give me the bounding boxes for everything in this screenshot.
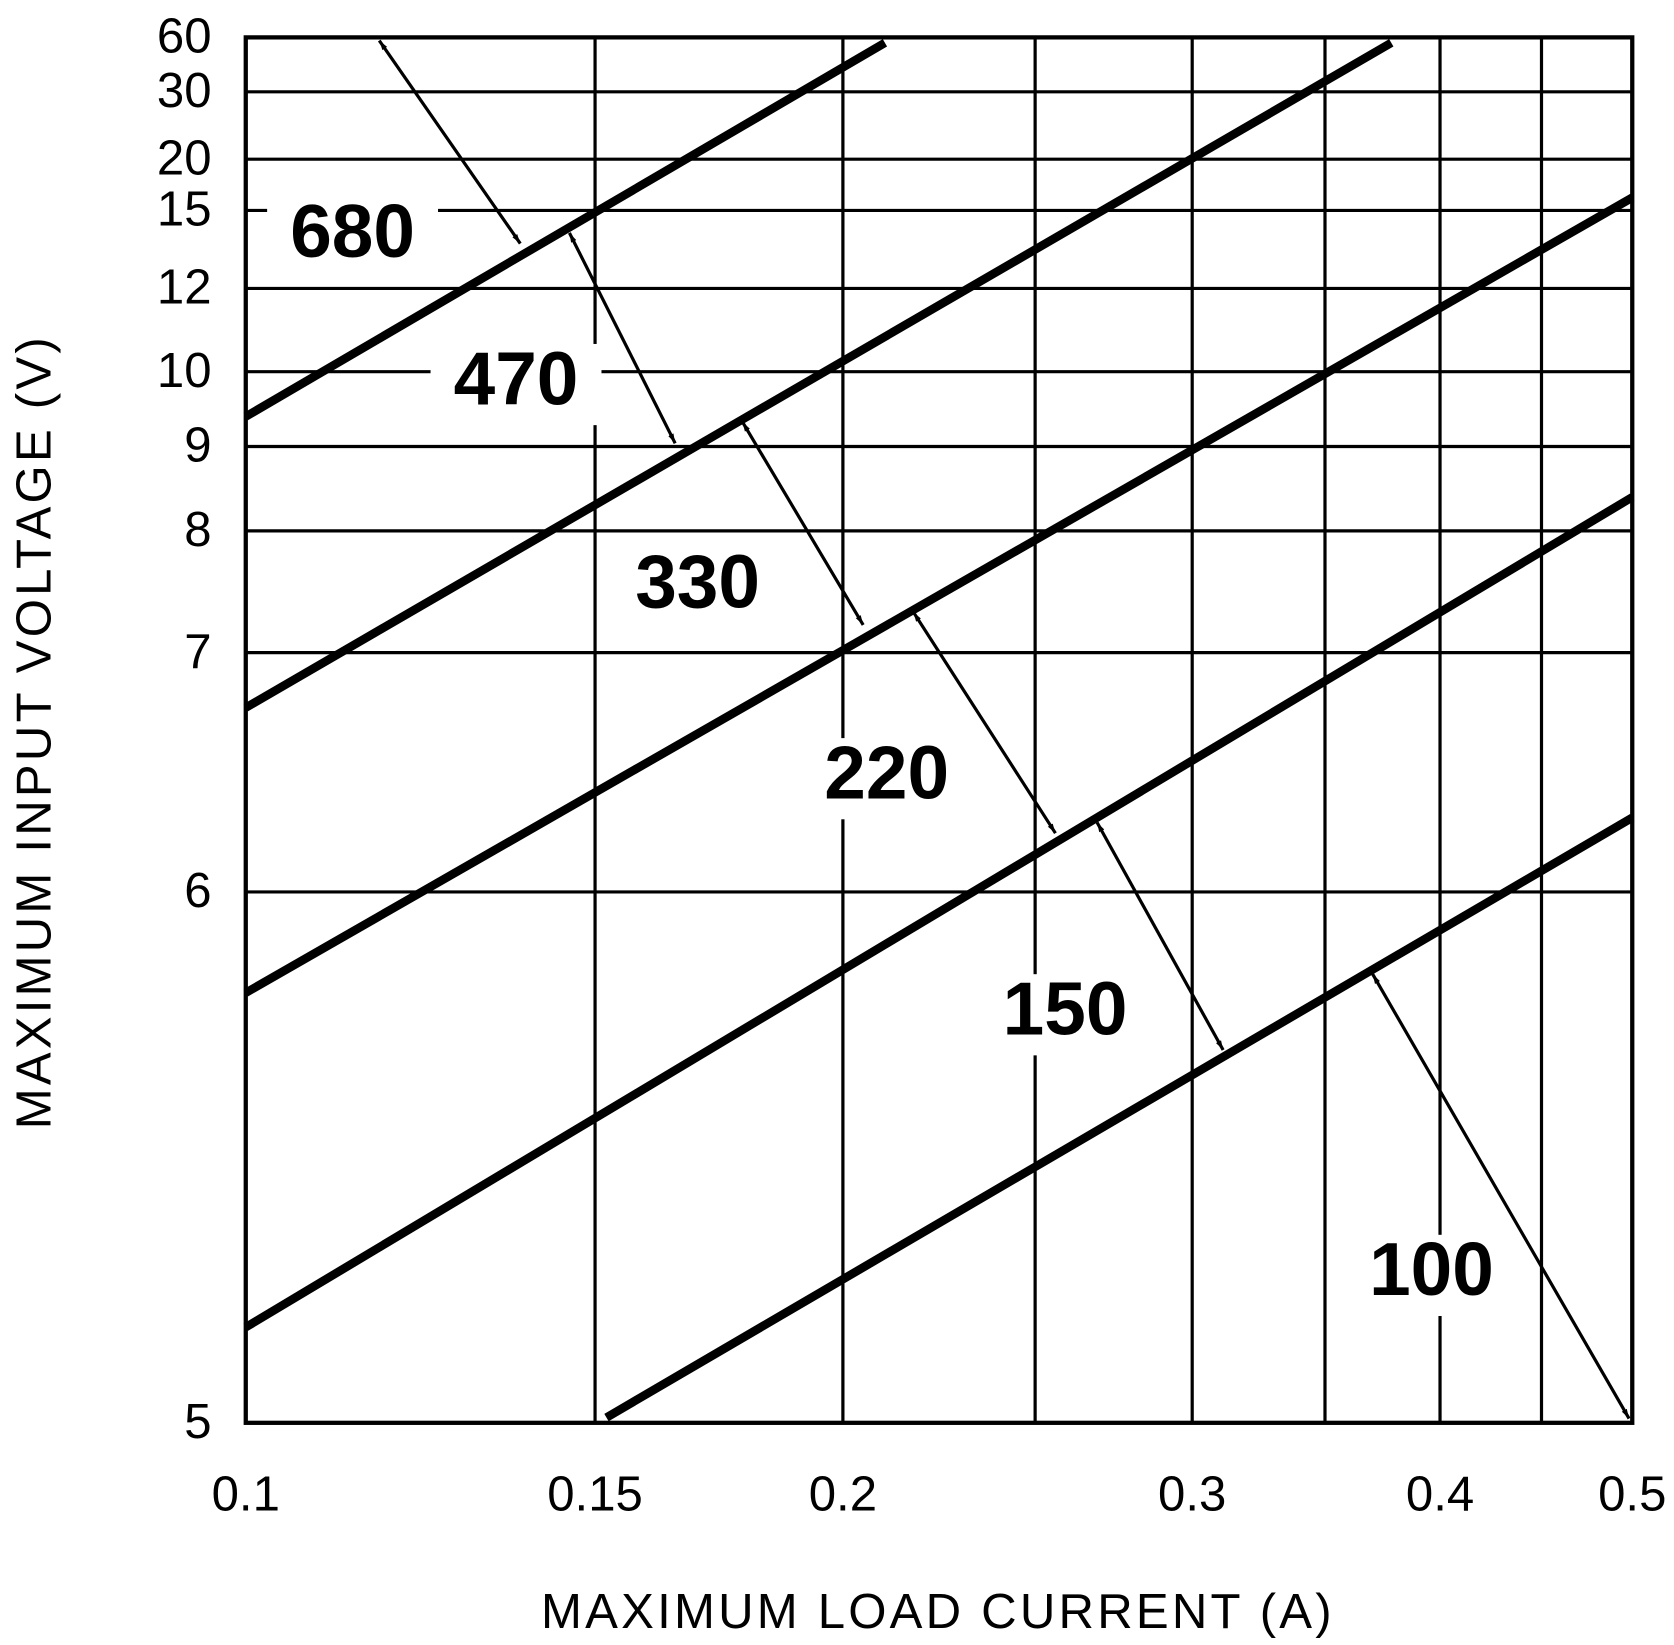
x-tick-label: 0.2 (809, 1468, 877, 1522)
arrow (567, 232, 677, 445)
arrow (912, 611, 1057, 835)
y-tick-label: 10 (157, 344, 212, 398)
lines (243, 39, 1635, 1422)
x-tick-label: 0.1 (212, 1468, 280, 1522)
annotation: 220 (824, 730, 949, 814)
arrows (377, 39, 1631, 1420)
limit-line (243, 493, 1635, 1331)
y-tick-label: 20 (157, 131, 212, 185)
annotation: 150 (1003, 967, 1128, 1051)
y-tick-label: 15 (157, 183, 212, 237)
x-tick-label: 0.4 (1406, 1468, 1474, 1522)
annotation: 100 (1369, 1227, 1494, 1311)
limit-line (243, 39, 888, 421)
y-tick-label: 5 (184, 1395, 211, 1449)
arrow (1371, 973, 1631, 1420)
annotation: 470 (454, 336, 579, 420)
annotation-bg (430, 343, 602, 426)
y-tick-label: 60 (157, 10, 212, 64)
limit-line (243, 39, 1394, 712)
y-tick-label: 8 (184, 503, 211, 557)
y-tick-label: 12 (157, 261, 212, 315)
annotation-bg (979, 974, 1151, 1056)
y-tick-label: 6 (184, 864, 211, 918)
plot-frame (243, 35, 1635, 1425)
y-tick-label: 7 (184, 625, 211, 679)
annotation-bg (1345, 1234, 1517, 1316)
x-axis-label: MAXIMUM LOAD CURRENT (A) (541, 1585, 1335, 1639)
limit-line (604, 814, 1635, 1422)
arrow (377, 39, 522, 245)
annotation: 680 (290, 189, 415, 273)
y-tick-label: 30 (157, 64, 212, 118)
limit-line (243, 193, 1635, 997)
y-axis-label: MAXIMUM INPUT VOLTAGE (V) (7, 334, 61, 1129)
x-tick-label: 0.3 (1158, 1468, 1226, 1522)
arrow (741, 421, 865, 626)
x-tick-label: 0.15 (547, 1468, 643, 1522)
annotation-bg (612, 546, 784, 629)
annotation-bg (267, 196, 439, 278)
annotation: 330 (635, 539, 760, 623)
annotation-bg (801, 738, 973, 820)
arrow (1095, 821, 1225, 1051)
x-tick-label: 0.5 (1598, 1468, 1666, 1522)
y-tick-label: 9 (184, 419, 211, 473)
